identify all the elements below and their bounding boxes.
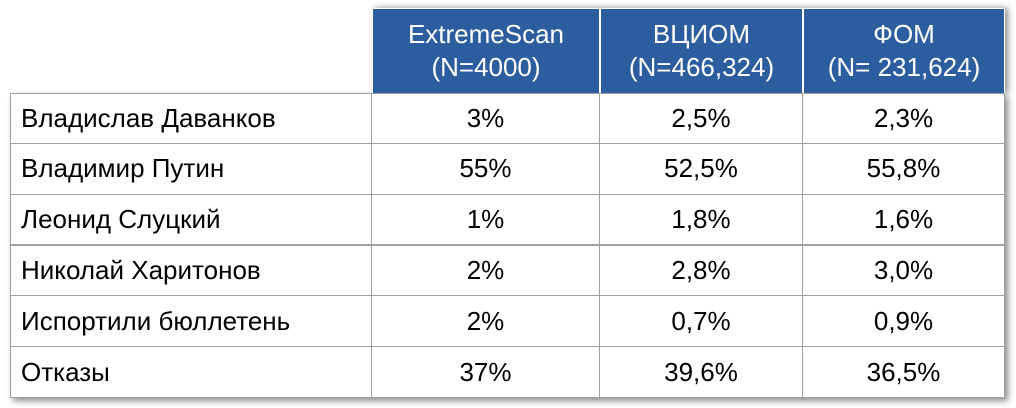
candidate-name: Леонид Слуцкий (21, 204, 221, 235)
percentage: 1% (466, 204, 505, 235)
percentage: 2,5% (671, 102, 731, 133)
row-label: Испортили бюллетень (10, 295, 372, 348)
percentage: 3% (466, 102, 505, 133)
percentage: 2,8% (671, 254, 731, 285)
percentage: 37% (459, 356, 512, 387)
percentage: 3,0% (873, 254, 934, 285)
column-label: ФОМ (873, 19, 935, 49)
candidate-name: Отказы (21, 356, 110, 387)
row-label: Леонид Слуцкий (10, 193, 372, 246)
column-header: ФОМ (N= 231,624) (803, 8, 1005, 93)
value-cell: 1% (371, 193, 600, 246)
percentage: 55,8% (866, 153, 941, 184)
percentage: 55% (459, 153, 512, 184)
candidate-name: Владимир Путин (21, 153, 225, 184)
value-cell: 36,5% (802, 346, 1005, 398)
value-cell: 1,6% (802, 193, 1005, 246)
value-cell: 2% (371, 244, 600, 297)
value-cell: 55,8% (802, 142, 1005, 195)
candidate-name: Николай Харитонов (21, 254, 261, 285)
row-label: Николай Харитонов (10, 244, 372, 297)
row-label: Отказы (10, 346, 372, 398)
percentage: 39,6% (664, 356, 738, 387)
percentage: 52,5% (664, 153, 738, 184)
percentage: 36,5% (866, 356, 941, 387)
value-cell: 3,0% (802, 244, 1005, 297)
percentage: 2% (466, 305, 505, 336)
value-cell: 2,3% (802, 93, 1005, 144)
value-cell: 0,7% (599, 295, 803, 348)
column-sample: (N= 231,624) (827, 52, 981, 82)
column-sample: (N=466,324) (628, 52, 775, 82)
row-label: Владислав Даванков (10, 93, 372, 144)
value-cell: 37% (371, 346, 600, 398)
percentage: 1,6% (873, 204, 934, 235)
value-cell: 3% (371, 93, 600, 144)
value-cell: 2,5% (599, 93, 803, 144)
column-label: ВЦИОМ (652, 19, 751, 49)
percentage: 2,3% (873, 102, 934, 133)
column-header: ExtremeScan (N=4000) (372, 8, 600, 93)
candidate-name: Владислав Даванков (21, 102, 276, 133)
column-header: ВЦИОМ (N=466,324) (600, 8, 803, 93)
row-label: Владимир Путин (10, 142, 372, 195)
value-cell: 55% (371, 142, 600, 195)
value-cell: 2% (371, 295, 600, 348)
value-cell: 0,9% (802, 295, 1005, 348)
candidate-name: Испортили бюллетень (21, 305, 291, 336)
value-cell: 39,6% (599, 346, 803, 398)
value-cell: 1,8% (599, 193, 803, 246)
percentage: 2% (466, 254, 505, 285)
value-cell: 2,8% (599, 244, 803, 297)
percentage: 0,7% (671, 305, 731, 336)
column-sample: (N=4000) (431, 52, 541, 82)
value-cell: 52,5% (599, 142, 803, 195)
percentage: 1,8% (671, 204, 731, 235)
column-label: ExtremeScan (407, 19, 565, 49)
percentage: 0,9% (873, 305, 934, 336)
